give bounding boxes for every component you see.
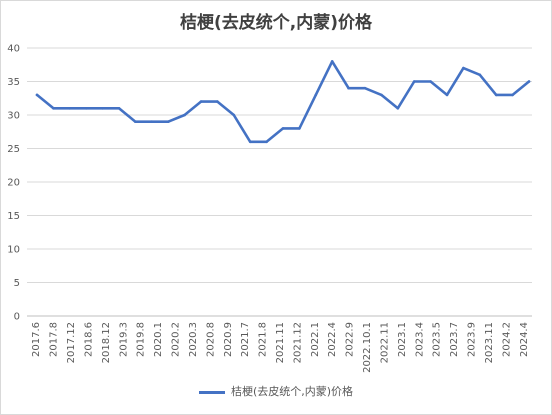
x-tick-label: 2020.8 [205,322,216,357]
y-tick-label: 15 [7,211,20,222]
x-tick-label: 2024.2 [501,322,512,357]
x-tick-label: 2017.6 [31,322,42,357]
y-tick-label: 35 [7,77,20,88]
data-point [166,120,170,123]
data-point [429,80,432,83]
chart-title: 桔梗(去皮统个,内蒙)价格 [180,13,372,33]
data-point [101,107,104,110]
data-point [199,100,203,103]
data-point [380,93,383,97]
y-tick-label: 40 [7,44,20,55]
data-point [265,140,268,144]
y-tick-label: 10 [7,245,20,256]
x-tick-label: 2022.9 [345,322,356,357]
y-tick-label: 25 [7,144,20,155]
data-point [511,93,514,97]
x-tick-label: 2023.1 [397,322,408,357]
y-tick-label: 30 [7,111,20,122]
x-tick-label: 2018.6 [83,322,94,357]
data-point [35,93,39,97]
x-tick-label: 2021.8 [258,322,269,357]
data-point [347,86,350,90]
x-tick-label: 2023.11 [484,322,495,363]
y-tick-label: 20 [7,178,20,189]
x-tick-label: 2022.10.1 [362,322,373,373]
x-tick-label: 2021.12 [292,322,303,363]
data-point [314,93,318,97]
legend: 桔梗(去皮统个,内蒙)价格 [0,383,552,399]
data-point [478,73,482,77]
data-point [150,120,154,123]
data-point [445,93,449,97]
x-tick-label: 2023.5 [432,322,443,357]
x-tick-label: 2024.4 [519,322,530,357]
data-point [216,100,219,103]
data-point [52,107,55,110]
x-tick-label: 2023.4 [414,322,425,357]
x-tick-label: 2019.8 [136,322,147,357]
x-tick-label: 2019.3 [118,322,129,357]
data-point [412,80,416,83]
legend-swatch [198,390,225,394]
data-point [527,80,531,83]
data-point [396,107,400,110]
legend-label: 桔梗(去皮统个,内蒙)价格 [230,385,354,398]
data-point [84,107,88,110]
data-point [298,127,301,130]
data-point [363,86,367,90]
x-tick-label: 2023.7 [449,322,460,357]
x-tick-label: 2023.9 [467,322,478,357]
data-point [248,140,252,144]
x-tick-label: 2017.8 [49,322,60,357]
x-tick-label: 2022.4 [327,322,338,357]
y-tick-label: 0 [14,312,20,323]
data-point [68,107,72,110]
data-point [232,113,236,117]
x-tick-label: 2018.12 [101,322,112,363]
x-tick-label: 2022.11 [379,322,390,363]
y-tick-label: 5 [14,278,20,289]
data-point [462,66,465,70]
x-tick-label: 2020.2 [171,322,182,357]
x-tick-label: 2020.9 [223,322,234,357]
data-point [134,120,137,123]
data-point [281,127,285,130]
data-point [494,93,498,97]
data-point [330,60,334,63]
x-tick-label: 2022.1 [310,322,321,357]
data-point [183,113,186,117]
x-tick-label: 2020.3 [188,322,199,357]
data-point [117,107,121,110]
x-tick-label: 2020.1 [153,322,164,357]
x-tick-label: 2021.11 [275,322,286,363]
x-tick-label: 2021.7 [240,322,251,357]
series-line [35,60,531,144]
x-tick-label: 2017.12 [66,322,77,363]
